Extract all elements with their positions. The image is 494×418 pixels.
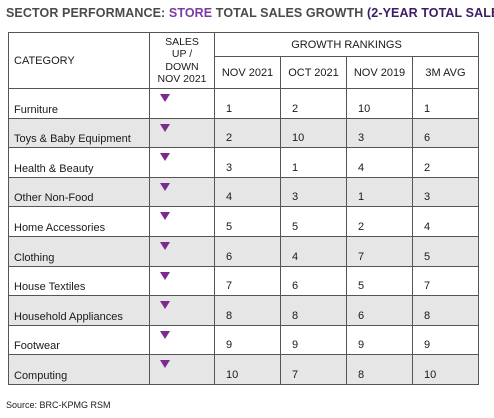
table-row: Toys & Baby Equipment 2 10 3 6 bbox=[8, 117, 479, 149]
rank-nov-2021: 10 bbox=[214, 354, 281, 385]
table-row: Computing 10 7 8 10 bbox=[8, 354, 479, 385]
row-category: Other Non-Food bbox=[8, 176, 150, 208]
header-category: CATEGORY bbox=[8, 32, 150, 89]
rank-nov-2021: 1 bbox=[214, 88, 281, 119]
row-category: Toys & Baby Equipment bbox=[8, 117, 150, 149]
down-triangle-icon bbox=[160, 212, 170, 221]
row-category: Household Appliances bbox=[8, 295, 150, 326]
table-row: Footwear 9 9 9 9 bbox=[8, 324, 479, 356]
down-triangle-icon bbox=[160, 301, 170, 310]
rank-oct-2021: 4 bbox=[280, 235, 347, 267]
rank-3m-avg: 8 bbox=[412, 295, 479, 326]
row-category: Clothing bbox=[8, 235, 150, 267]
rank-3m-avg: 5 bbox=[412, 235, 479, 267]
rank-nov-2019: 4 bbox=[346, 147, 413, 178]
header-sales-line3: DOWN bbox=[165, 60, 199, 73]
down-triangle-icon bbox=[160, 94, 170, 102]
rank-3m-avg: 1 bbox=[412, 88, 479, 119]
rank-3m-avg: 3 bbox=[412, 176, 479, 208]
down-triangle-icon bbox=[160, 241, 170, 250]
rank-nov-2019: 5 bbox=[346, 265, 413, 297]
row-direction bbox=[149, 324, 215, 356]
sector-performance-table: CATEGORY SALES UP / DOWN NOV 2021 GROWTH… bbox=[8, 32, 479, 385]
table-row: Furniture 1 2 10 1 bbox=[8, 88, 479, 119]
rank-nov-2021: 5 bbox=[214, 206, 281, 237]
table-row: Clothing 6 4 7 5 bbox=[8, 235, 479, 267]
row-direction bbox=[149, 206, 215, 237]
row-category: Home Accessories bbox=[8, 206, 150, 237]
title-middle: TOTAL SALES GROWTH bbox=[212, 6, 368, 20]
rank-nov-2021: 6 bbox=[214, 235, 281, 267]
down-triangle-icon bbox=[160, 153, 170, 162]
rank-nov-2019: 8 bbox=[346, 354, 413, 385]
rank-nov-2019: 2 bbox=[346, 206, 413, 237]
row-direction bbox=[149, 117, 215, 149]
header-sales-line4: NOV 2021 bbox=[157, 73, 207, 85]
rank-oct-2021: 7 bbox=[280, 354, 347, 385]
table-body: Furniture 1 2 10 1 Toys & Baby Equipment… bbox=[8, 88, 479, 385]
rank-3m-avg: 7 bbox=[412, 265, 479, 297]
header-oct-2021: OCT 2021 bbox=[280, 56, 347, 89]
row-direction bbox=[149, 235, 215, 267]
title-accent: STORE bbox=[168, 6, 213, 20]
header-sales-up-down: SALES UP / DOWN NOV 2021 bbox=[149, 32, 215, 89]
table-title: SECTOR PERFORMANCE: STORE TOTAL SALES GR… bbox=[6, 6, 494, 20]
table-row: Home Accessories 5 5 2 4 bbox=[8, 206, 479, 237]
rank-nov-2021: 2 bbox=[214, 117, 281, 149]
rank-3m-avg: 9 bbox=[412, 324, 479, 356]
down-triangle-icon bbox=[160, 360, 170, 369]
rank-oct-2021: 5 bbox=[280, 206, 347, 237]
rank-nov-2021: 8 bbox=[214, 295, 281, 326]
header-nov-2019: NOV 2019 bbox=[346, 56, 413, 89]
rank-oct-2021: 6 bbox=[280, 265, 347, 297]
rank-oct-2021: 8 bbox=[280, 295, 347, 326]
rank-nov-2021: 3 bbox=[214, 147, 281, 178]
rank-nov-2019: 3 bbox=[346, 117, 413, 149]
row-direction bbox=[149, 147, 215, 178]
row-category: Health & Beauty bbox=[8, 147, 150, 178]
rank-3m-avg: 10 bbox=[412, 354, 479, 385]
title-prefix: SECTOR PERFORMANCE: bbox=[6, 6, 169, 20]
rank-oct-2021: 10 bbox=[280, 117, 347, 149]
row-direction bbox=[149, 176, 215, 208]
rank-nov-2019: 9 bbox=[346, 324, 413, 356]
header-nov-2021: NOV 2021 bbox=[214, 56, 281, 89]
rank-nov-2021: 7 bbox=[214, 265, 281, 297]
rank-nov-2021: 4 bbox=[214, 176, 281, 208]
rank-3m-avg: 4 bbox=[412, 206, 479, 237]
title-suffix: (2-YEAR TOTAL SALES) bbox=[367, 6, 494, 20]
row-category: Furniture bbox=[8, 88, 150, 119]
source-note: Source: BRC-KPMG RSM bbox=[6, 400, 111, 410]
down-triangle-icon bbox=[160, 182, 170, 191]
table-row: Health & Beauty 3 1 4 2 bbox=[8, 147, 479, 178]
rank-nov-2019: 6 bbox=[346, 295, 413, 326]
down-triangle-icon bbox=[160, 271, 170, 280]
header-sales-line1: SALES bbox=[165, 35, 199, 48]
header-3m-avg: 3M AVG bbox=[412, 56, 479, 89]
row-direction bbox=[149, 295, 215, 326]
down-triangle-icon bbox=[160, 123, 170, 132]
rank-nov-2019: 1 bbox=[346, 176, 413, 208]
row-category: Footwear bbox=[8, 324, 150, 356]
row-direction bbox=[149, 88, 215, 119]
row-direction bbox=[149, 354, 215, 385]
rank-oct-2021: 2 bbox=[280, 88, 347, 119]
row-category: House Textiles bbox=[8, 265, 150, 297]
table-row: Household Appliances 8 8 6 8 bbox=[8, 295, 479, 326]
rank-3m-avg: 6 bbox=[412, 117, 479, 149]
table-row: Other Non-Food 4 3 1 3 bbox=[8, 176, 479, 208]
header-sales-line2: UP / bbox=[171, 48, 193, 60]
rank-oct-2021: 1 bbox=[280, 147, 347, 178]
header-growth-rankings: GROWTH RANKINGS bbox=[214, 32, 479, 57]
rank-nov-2019: 7 bbox=[346, 235, 413, 267]
rank-3m-avg: 2 bbox=[412, 147, 479, 178]
row-direction bbox=[149, 265, 215, 297]
down-triangle-icon bbox=[160, 330, 170, 339]
rank-nov-2019: 10 bbox=[346, 88, 413, 119]
table-row: House Textiles 7 6 5 7 bbox=[8, 265, 479, 297]
rank-oct-2021: 3 bbox=[280, 176, 347, 208]
rank-oct-2021: 9 bbox=[280, 324, 347, 356]
row-category: Computing bbox=[8, 354, 150, 385]
rank-nov-2021: 9 bbox=[214, 324, 281, 356]
